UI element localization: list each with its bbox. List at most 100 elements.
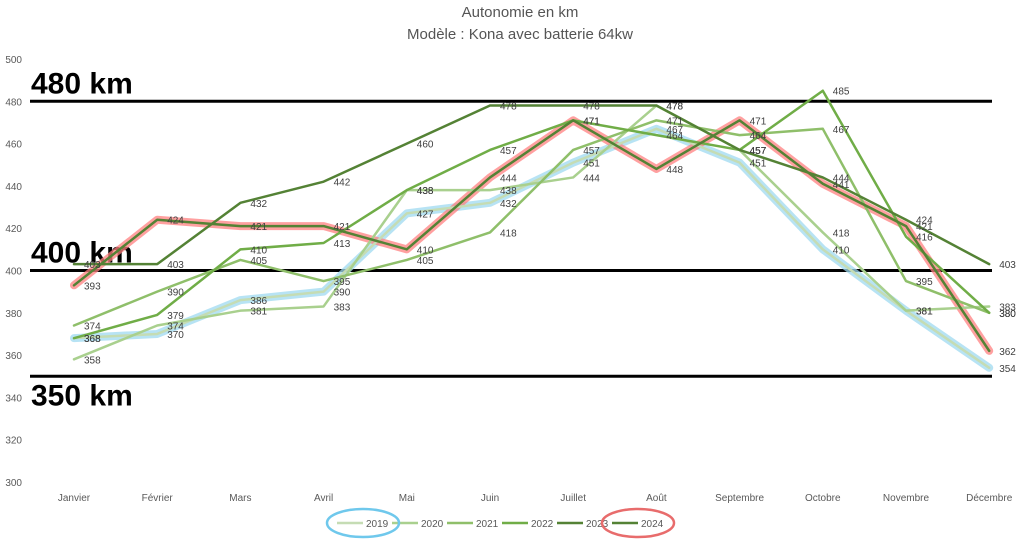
y-tick-label: 300 (5, 478, 22, 489)
data-label: 390 (334, 288, 351, 299)
series-line-2020 (72, 104, 991, 361)
y-tick-label: 440 (5, 182, 22, 193)
data-label: 421 (334, 222, 351, 233)
series-line-2022 (72, 89, 991, 340)
data-label: 467 (833, 125, 850, 136)
data-label: 383 (334, 302, 351, 313)
data-label: 444 (833, 173, 850, 184)
legend-label: 2020 (421, 519, 444, 530)
data-label: 438 (417, 186, 434, 197)
data-label: 485 (833, 87, 850, 98)
data-label: 354 (999, 364, 1016, 375)
series-line-2024 (72, 119, 991, 353)
data-label: 457 (750, 146, 767, 157)
data-label: 381 (250, 307, 267, 318)
data-label: 418 (833, 228, 850, 239)
y-tick-label: 500 (5, 55, 22, 66)
data-label: 383 (999, 302, 1016, 313)
series-line-2021 (72, 119, 991, 327)
data-label: 403 (167, 260, 184, 271)
data-label: 410 (417, 245, 434, 256)
data-label: 416 (916, 233, 933, 244)
data-label: 457 (750, 146, 767, 157)
x-tick-label: Novembre (883, 493, 930, 504)
data-label: 362 (999, 347, 1016, 358)
data-label: 395 (334, 277, 351, 288)
data-label: 471 (583, 116, 600, 127)
legend-label: 2021 (476, 519, 499, 530)
data-label: 403 (84, 260, 101, 271)
data-label: 374 (167, 321, 184, 332)
data-label: 368 (84, 334, 101, 345)
y-tick-label: 360 (5, 351, 22, 362)
data-label: 368 (84, 334, 101, 345)
data-label: 379 (167, 311, 184, 322)
data-label: 471 (666, 116, 683, 127)
data-label: 370 (167, 330, 184, 341)
data-label: 478 (583, 102, 600, 113)
y-tick-label: 340 (5, 393, 22, 404)
data-label: 432 (500, 199, 517, 210)
y-axis: 300 320 340 360 380 400 420 440 460 480 500 (5, 55, 22, 489)
series-line-2019 (72, 127, 991, 370)
data-label: 424 (167, 216, 184, 227)
x-tick-label: Juillet (560, 493, 586, 504)
data-label: 471 (750, 116, 767, 127)
x-tick-label: Décembre (966, 493, 1013, 504)
series-line-2023 (72, 104, 991, 266)
data-label: 380 (999, 309, 1016, 320)
data-label: 464 (750, 131, 767, 142)
legend-highlight-circle (325, 507, 401, 539)
data-label: 460 (417, 140, 434, 151)
x-tick-label: Août (646, 493, 667, 504)
data-label: 424 (916, 216, 933, 227)
x-tick-label: Mars (229, 493, 251, 504)
x-tick-label: Octobre (805, 493, 841, 504)
x-tick-label: Juin (481, 493, 499, 504)
data-label: 444 (500, 173, 517, 184)
data-label: 451 (750, 159, 767, 170)
series-lines (72, 89, 991, 370)
data-label: 478 (666, 102, 683, 113)
legend-highlight-circle (600, 507, 676, 539)
series-highlights (70, 116, 994, 372)
data-label: 405 (417, 256, 434, 267)
x-tick-label: Avril (314, 493, 333, 504)
data-label: 438 (500, 186, 517, 197)
data-label: 457 (750, 146, 767, 157)
data-label: 358 (84, 355, 101, 366)
data-label: 418 (500, 228, 517, 239)
data-label: 410 (833, 245, 850, 256)
data-label: 390 (167, 288, 184, 299)
series-highlight-2019 (70, 124, 994, 372)
data-label: 403 (999, 260, 1016, 271)
y-tick-label: 320 (5, 436, 22, 447)
data-label: 381 (916, 307, 933, 318)
x-axis: Janvier Février Mars Avril Mai Juin Juillet Aoû… (58, 493, 1013, 504)
data-label: 464 (666, 131, 683, 142)
data-label: 395 (916, 277, 933, 288)
x-tick-label: Mai (399, 493, 415, 504)
x-tick-label: Février (142, 493, 174, 504)
y-tick-label: 400 (5, 267, 22, 278)
y-tick-label: 420 (5, 224, 22, 235)
chart-title: Autonomie en km (462, 4, 579, 21)
data-label: 438 (417, 186, 434, 197)
legend-label: 2022 (531, 519, 554, 530)
data-labels: 368 370 386 390 427 432 451 467 451 410 381 354 358 3… (84, 87, 1016, 375)
data-label: 386 (250, 296, 267, 307)
reference-line-label: 480 km (31, 67, 133, 100)
data-label: 467 (666, 125, 683, 136)
data-label: 442 (334, 178, 351, 189)
legend: 2019 2020 2021 2022 2023 2024 (325, 507, 676, 539)
data-label: 457 (500, 146, 517, 157)
data-label: 451 (583, 159, 600, 170)
data-label: 427 (417, 209, 434, 220)
y-tick-label: 380 (5, 309, 22, 320)
data-label: 413 (334, 239, 351, 250)
data-label: 478 (500, 102, 517, 113)
x-tick-label: Janvier (58, 493, 91, 504)
